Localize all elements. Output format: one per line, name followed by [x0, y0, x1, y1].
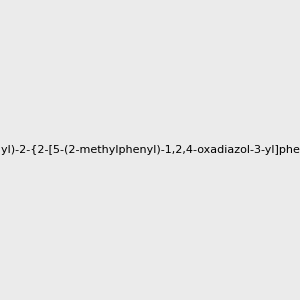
- Text: N-(2-methylphenyl)-2-{2-[5-(2-methylphenyl)-1,2,4-oxadiazol-3-yl]phenoxy}acetami: N-(2-methylphenyl)-2-{2-[5-(2-methylphen…: [0, 145, 300, 155]
